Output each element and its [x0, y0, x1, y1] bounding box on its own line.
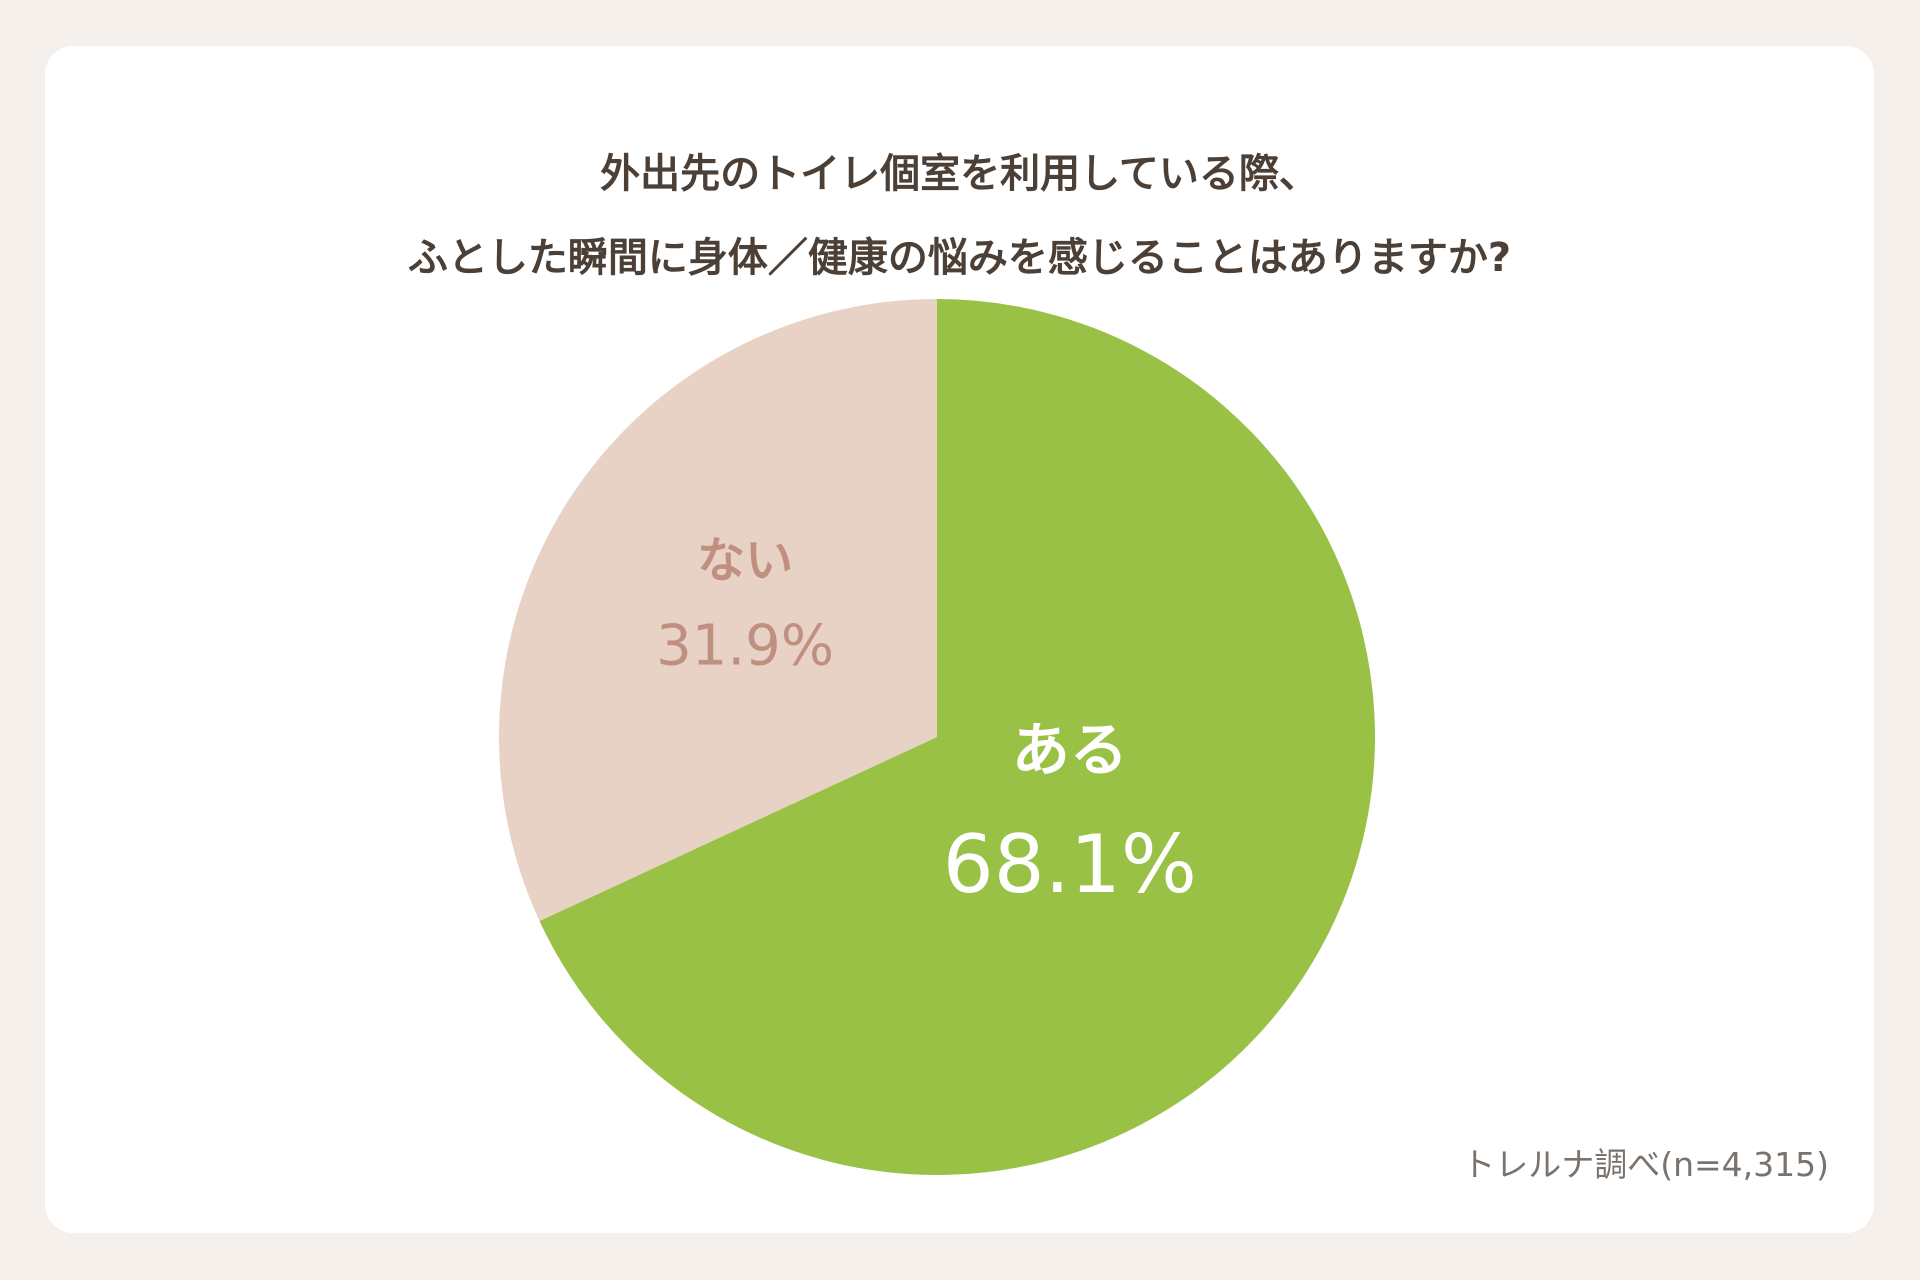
- slice-value-1: 31.9%: [656, 613, 834, 678]
- pie-slice-1: [498, 299, 937, 921]
- title-line-1: 外出先のトイレ個室を利用している際、: [600, 151, 1319, 197]
- slice-label-0: ある: [1012, 716, 1128, 784]
- slice-value-0: 68.1%: [943, 818, 1197, 911]
- source-note: トレルナ調べ(n=4,315): [1462, 1145, 1829, 1184]
- slice-label-1: ない: [697, 532, 793, 588]
- pie-slice-0: [539, 299, 1375, 1175]
- chart-title: 外出先のトイレ個室を利用している際、 ふとした瞬間に身体／健康の悩みを感じること…: [45, 132, 1874, 300]
- title-line-2: ふとした瞬間に身体／健康の悩みを感じることはありますか?: [407, 235, 1512, 281]
